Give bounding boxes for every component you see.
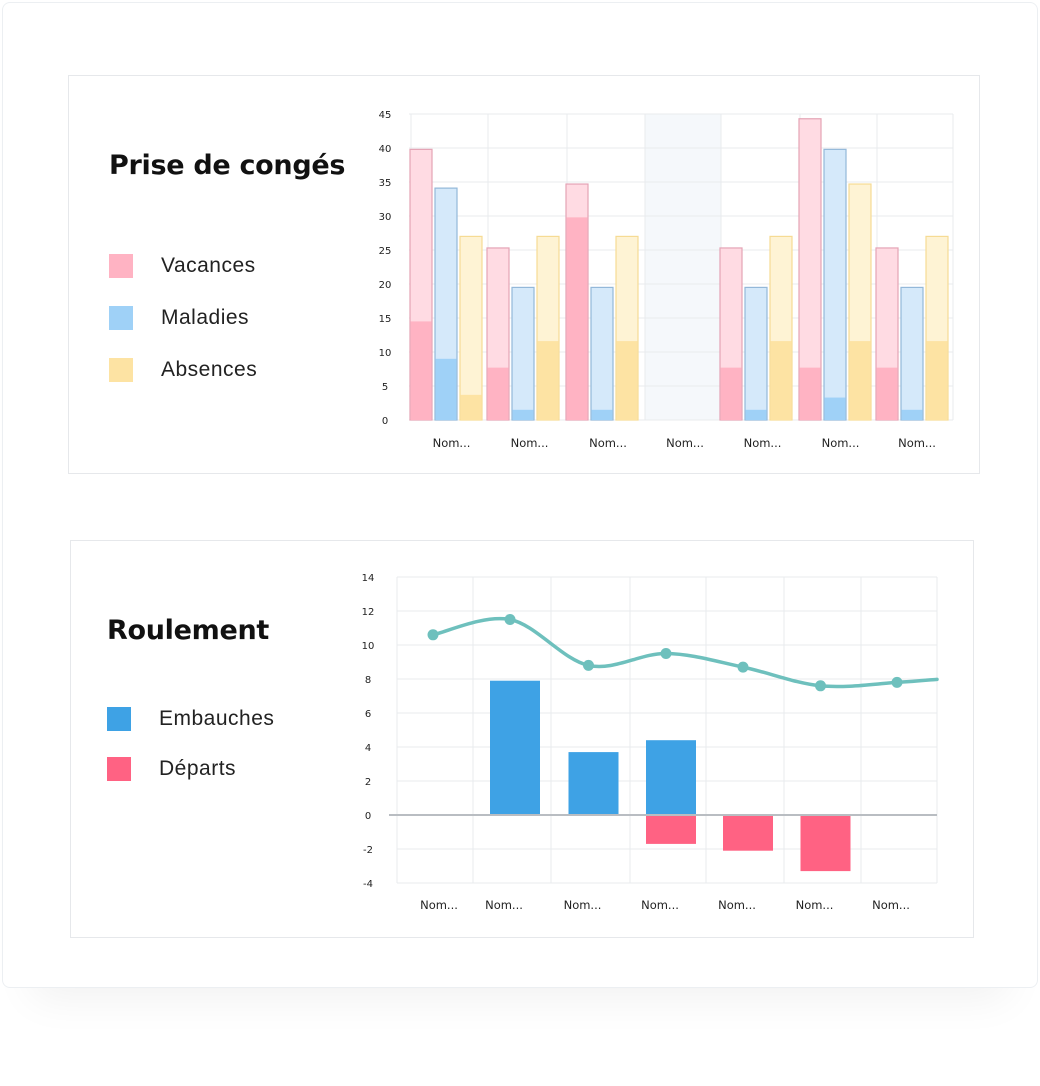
legend-label-embauches: Embauches: [159, 707, 275, 730]
trend-point: [737, 661, 749, 673]
x-category-label: Nom...: [641, 898, 679, 912]
bar-vacances: [720, 367, 742, 420]
y-tick-label: 12: [362, 607, 375, 618]
y-tick-label: 20: [379, 280, 392, 291]
trend-point: [583, 659, 594, 671]
legend-label-absences: Absences: [161, 358, 258, 381]
bar-maladies: [512, 409, 534, 420]
legend-swatch-embauches: [107, 707, 131, 731]
bar-maladies-total: [900, 286, 924, 421]
y-tick-label: 10: [379, 348, 392, 359]
bar-departs: [723, 815, 773, 851]
trend-point: [660, 648, 672, 659]
bar-embauches: [490, 680, 540, 815]
legend-swatch-absences: [109, 358, 133, 382]
x-category-label: Nom...: [718, 898, 756, 912]
bar-absences-total: [459, 235, 483, 421]
x-category-label: Nom...: [564, 898, 602, 912]
y-tick-label: -4: [363, 879, 373, 890]
bar-absences: [460, 394, 482, 420]
leave-bar-chart: 0 5 10 15 20 25 30 35 40 45 Nom... Nom... Nom... Nom.…: [379, 110, 954, 450]
y-tick-label: -2: [363, 845, 373, 856]
y-tick-label: 0: [365, 811, 371, 822]
bar-maladies: [435, 358, 457, 420]
legend-swatch-maladies: [109, 306, 133, 330]
y-tick-label: 0: [382, 416, 388, 427]
highlight-column: [645, 114, 721, 420]
bar-vacances: [876, 367, 898, 420]
y-tick-label: 6: [365, 709, 371, 720]
trend-point: [504, 614, 516, 625]
y-tick-label: 5: [382, 382, 388, 393]
bar-maladies-total: [590, 286, 614, 421]
x-category-label: Nom...: [433, 436, 471, 450]
x-category-label: Nom...: [898, 436, 936, 450]
bar-embauches: [646, 740, 696, 815]
legend-label-vacances: Vacances: [161, 254, 256, 277]
legend-label-departs: Départs: [159, 757, 237, 780]
leave-chart-title: Prise de congés: [109, 150, 346, 181]
y-tick-label: 25: [379, 246, 392, 257]
bar-absences: [926, 341, 948, 420]
legend-swatch-vacances: [109, 254, 133, 278]
bar-departs: [800, 815, 851, 872]
bar-maladies-total: [744, 286, 768, 421]
x-category-label: Nom...: [420, 898, 458, 912]
bar-maladies: [745, 409, 767, 420]
legend-swatch-departs: [107, 757, 131, 781]
bar-departs: [646, 815, 696, 844]
y-tick-label: 35: [379, 178, 392, 189]
bar-vacances: [487, 367, 509, 420]
bar-absences: [849, 341, 871, 420]
turnover-chart-panel: Roulement Embauches Départs -4 -2 0 2 4 6 8 10 1…: [70, 540, 974, 938]
x-category-label: Nom...: [796, 898, 834, 912]
dashboard-card: Prise de congés Vacances Maladies Absenc…: [2, 2, 1038, 988]
bar-absences: [616, 341, 638, 420]
trend-point: [891, 676, 903, 688]
x-category-label: Nom...: [822, 436, 860, 450]
x-category-label: Nom...: [872, 898, 910, 912]
x-category-label: Nom...: [511, 436, 549, 450]
trend-point: [427, 629, 439, 641]
y-tick-label: 15: [379, 314, 392, 325]
bar-maladies-total: [511, 286, 535, 421]
x-category-label: Nom...: [485, 898, 523, 912]
trend-point: [815, 680, 826, 692]
bar-absences: [537, 341, 559, 420]
x-category-label: Nom...: [666, 436, 704, 450]
y-tick-label: 40: [379, 144, 392, 155]
y-tick-label: 2: [365, 777, 371, 788]
bar-maladies-total: [823, 148, 847, 421]
x-category-label: Nom...: [589, 436, 627, 450]
bar-maladies: [591, 409, 613, 420]
y-tick-label: 8: [365, 675, 371, 686]
y-tick-label: 10: [362, 641, 375, 652]
bar-maladies: [824, 397, 846, 420]
bar-vacances: [799, 367, 821, 420]
turnover-chart-title: Roulement: [107, 615, 270, 646]
y-tick-label: 14: [362, 573, 375, 584]
turnover-combo-chart: -4 -2 0 2 4 6 8 10 12 14 Nom... Nom... Nom... Nom... N…: [362, 573, 939, 912]
legend-label-maladies: Maladies: [161, 306, 250, 329]
bar-vacances: [566, 217, 588, 420]
y-tick-label: 30: [379, 212, 392, 223]
bar-maladies: [901, 409, 923, 420]
y-tick-label: 4: [365, 743, 371, 754]
bar-vacances: [410, 321, 432, 420]
bar-absences: [770, 341, 792, 420]
bar-embauches: [568, 752, 619, 815]
x-category-label: Nom...: [744, 436, 782, 450]
leave-chart-panel: Prise de congés Vacances Maladies Absenc…: [68, 75, 980, 474]
y-tick-label: 45: [379, 110, 392, 121]
